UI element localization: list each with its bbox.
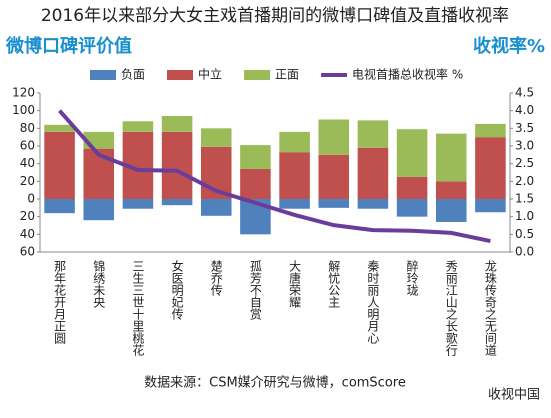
bar-segment	[475, 137, 506, 199]
legend-swatch	[167, 70, 194, 80]
bar-segment	[396, 199, 428, 217]
x-tick-label: 大唐荣耀	[288, 260, 302, 309]
legend-swatch	[90, 70, 116, 80]
y-tick-label: 20	[20, 174, 35, 188]
x-tick-label: 龙珠传奇之无间道	[483, 260, 497, 356]
x-tick-label: 锦绣未央	[92, 260, 106, 308]
y2-tick-label: 0.5	[515, 227, 534, 241]
y2-axis-label: 收视率%	[473, 35, 545, 57]
bar-segment	[357, 199, 389, 209]
bar-segment	[435, 181, 467, 199]
x-tick-label: 那年花开月正圆	[53, 260, 67, 345]
bar-segment	[318, 154, 350, 199]
legend-label: 负面	[121, 68, 145, 82]
x-tick-label: 秀丽江山之长歌行	[444, 260, 458, 356]
x-tick-label: 孤芳不自赏	[248, 260, 262, 320]
chart-title: 2016年以来部分大女主戏首播期间的微博口碑值及直播收视率	[41, 6, 509, 26]
bar-segment	[435, 199, 467, 222]
bar-segment	[161, 115, 193, 132]
bar-segment	[122, 199, 154, 209]
y-tick-label: 0	[27, 192, 35, 206]
bar-segment	[44, 199, 75, 214]
y-tick-label: 100	[12, 103, 35, 117]
legend-label: 中立	[198, 67, 222, 82]
bar-segment	[475, 123, 506, 138]
y2-tick-label: 4.5	[515, 86, 534, 100]
bar-segment	[357, 120, 389, 148]
bar-segment	[44, 131, 75, 199]
y-tick-label: 60	[20, 245, 35, 259]
x-tick-label: 秦时丽人明月心	[366, 260, 380, 344]
x-tick-label: 楚乔传	[209, 260, 223, 296]
y2-tick-label: 4.0	[515, 103, 534, 117]
y2-tick-label: 2.5	[515, 156, 534, 170]
watermark: 收视中国	[488, 388, 540, 403]
bar-segment	[83, 199, 115, 221]
bar-segment	[357, 147, 389, 199]
y2-tick-label: 3.0	[515, 139, 534, 153]
y2-tick-label: 3.5	[515, 121, 534, 135]
x-tick-label: 醉玲珑	[405, 259, 419, 297]
bar-segment	[122, 121, 154, 132]
y-tick-label: 60	[20, 139, 35, 153]
bar-segment	[318, 199, 350, 208]
y-tick-label: 40	[20, 156, 35, 170]
rating-line	[58, 109, 491, 244]
y-tick-label: 40	[20, 227, 35, 241]
bar-segment	[279, 131, 310, 153]
y-axis-label: 微博口碑评价值	[5, 35, 132, 57]
bar-segment	[161, 131, 193, 199]
x-tick-label: 三生三世十里桃花	[131, 260, 145, 357]
source: 数据来源：CSM媒介研究与微博，comScore	[144, 376, 406, 391]
bar-segment	[44, 124, 75, 132]
y-tick-label: 80	[20, 121, 35, 135]
x-tick-label: 女医明妃传	[170, 259, 184, 320]
bar-segment	[200, 199, 232, 216]
y2-tick-label: 0.0	[515, 245, 534, 259]
legend-swatch	[244, 70, 271, 80]
legend-label: 电视首播总收视率 %	[352, 67, 463, 82]
bar-segment	[396, 129, 428, 177]
bar-segment	[396, 176, 428, 199]
y2-tick-label: 1.0	[515, 209, 534, 223]
bar-segment	[435, 133, 467, 182]
bar-segment	[161, 199, 193, 206]
bar-segment	[200, 128, 232, 147]
bar-segment	[240, 168, 271, 199]
bar-segment	[240, 145, 271, 169]
bar-segment	[279, 152, 310, 199]
legend-label: 正面	[275, 68, 299, 82]
y2-tick-label: 2.0	[515, 174, 534, 188]
bar-segment	[279, 199, 310, 209]
y-tick-label: 120	[12, 86, 35, 100]
bar-segment	[475, 199, 506, 213]
y-tick-label: 20	[20, 209, 35, 223]
x-tick-label: 解忧公主	[327, 260, 341, 308]
y2-tick-label: 1.5	[515, 192, 534, 206]
bar-segment	[318, 119, 350, 155]
